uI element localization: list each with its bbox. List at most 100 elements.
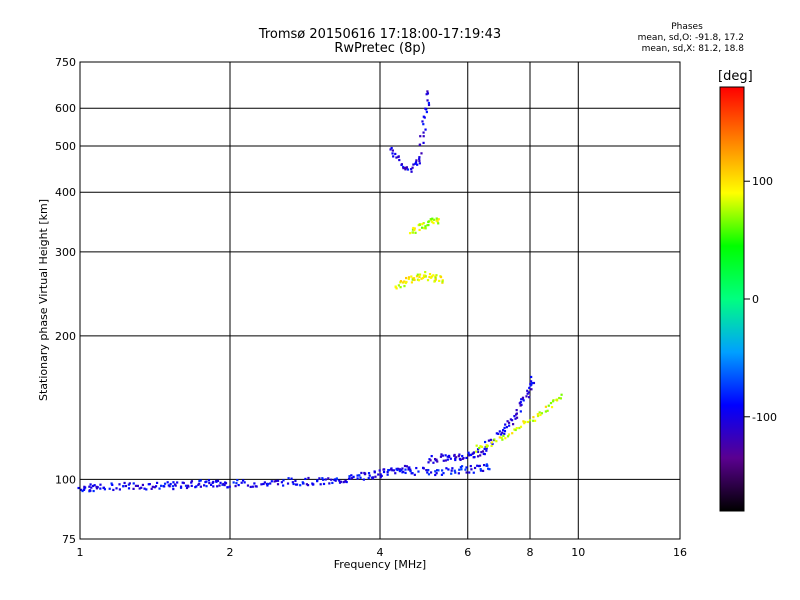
data-point <box>439 275 443 279</box>
data-point <box>403 284 406 288</box>
data-point <box>527 391 530 394</box>
data-point <box>398 158 401 162</box>
data-point <box>447 468 450 471</box>
data-point <box>518 426 521 430</box>
data-point <box>392 155 395 158</box>
data-point <box>404 471 407 475</box>
data-point <box>515 416 519 419</box>
data-point <box>491 442 494 446</box>
data-point <box>529 380 533 383</box>
data-point <box>184 484 188 487</box>
data-point <box>506 420 509 423</box>
data-point <box>503 430 507 433</box>
data-point <box>403 280 406 283</box>
data-point <box>533 419 537 422</box>
data-point <box>470 468 473 471</box>
data-point <box>350 474 353 477</box>
data-point <box>386 473 389 476</box>
data-point <box>427 220 430 223</box>
data-point <box>327 477 330 480</box>
data-point <box>507 421 511 424</box>
data-point <box>422 123 425 126</box>
x-axis-ticks: 1 2 4 6 8 10 16 <box>77 546 688 559</box>
data-point <box>418 143 422 146</box>
data-point <box>421 120 424 123</box>
data-point <box>454 471 457 474</box>
data-point <box>418 162 421 165</box>
data-point <box>417 470 420 473</box>
data-point <box>408 232 412 235</box>
data-point <box>400 163 404 166</box>
data-point <box>237 483 240 487</box>
data-point <box>497 432 500 435</box>
data-point <box>418 275 421 279</box>
data-point <box>409 469 412 473</box>
data-point <box>232 481 235 484</box>
colorbar-tick-label: 100 <box>752 175 773 188</box>
data-point <box>434 275 437 278</box>
data-point <box>412 163 415 166</box>
data-point <box>462 457 465 460</box>
data-point <box>428 275 431 279</box>
data-point <box>485 449 488 452</box>
data-point <box>145 488 148 491</box>
data-point <box>367 472 371 475</box>
data-point <box>441 280 444 283</box>
data-point <box>411 472 414 475</box>
phase-statistics-x-mode: mean, sd,X: 81.2, 18.8 <box>641 44 744 54</box>
data-point <box>426 92 430 95</box>
data-point <box>263 481 266 484</box>
data-point <box>489 438 492 441</box>
data-point <box>266 484 269 487</box>
data-point <box>404 281 407 285</box>
data-point <box>395 287 398 290</box>
data-point <box>526 389 529 392</box>
y-tick-label: 500 <box>55 140 76 153</box>
colorbar <box>719 86 745 512</box>
data-point <box>236 479 239 482</box>
data-point <box>487 467 490 470</box>
data-point <box>444 459 447 462</box>
data-point <box>444 454 447 457</box>
data-point <box>495 440 498 443</box>
data-point <box>440 473 444 476</box>
phase-statistics: Phases mean, sd,O: -91.8, 17.2 mean, sd,… <box>560 22 744 55</box>
data-point <box>488 468 491 471</box>
data-point <box>182 481 185 485</box>
data-point <box>185 486 189 490</box>
data-point <box>420 277 423 280</box>
data-point <box>476 450 480 454</box>
data-point <box>409 468 412 471</box>
data-point <box>426 279 430 282</box>
data-point <box>402 165 405 169</box>
data-point <box>167 484 170 487</box>
data-point <box>493 438 496 441</box>
data-point <box>174 484 177 487</box>
data-point <box>190 480 194 483</box>
data-point <box>432 274 435 277</box>
data-point <box>483 452 486 456</box>
data-point <box>421 276 425 280</box>
data-point <box>522 399 525 402</box>
data-point <box>242 479 245 482</box>
data-point <box>427 103 431 107</box>
data-point <box>550 405 554 409</box>
data-point <box>276 479 280 482</box>
data-point <box>485 445 488 449</box>
data-point <box>81 489 84 493</box>
data-point <box>416 273 419 276</box>
data-point <box>140 486 143 489</box>
data-point <box>338 479 341 482</box>
data-point <box>291 481 294 484</box>
data-point <box>322 482 326 486</box>
data-point <box>403 464 407 468</box>
data-point <box>397 284 401 287</box>
data-point <box>437 469 440 472</box>
data-point <box>190 484 193 488</box>
data-point <box>422 135 425 138</box>
data-point <box>476 448 480 451</box>
data-point <box>394 472 397 475</box>
data-point <box>348 475 351 478</box>
data-point <box>410 170 413 173</box>
